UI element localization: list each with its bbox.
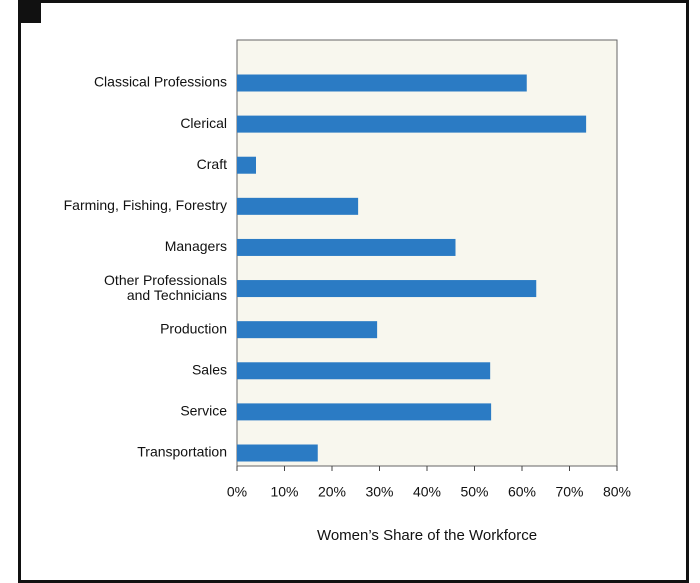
- y-tick-label: Transportation: [137, 444, 227, 460]
- bar: [237, 280, 537, 298]
- y-tick-label: Clerical: [180, 115, 227, 131]
- y-tick-label: Craft: [197, 156, 227, 172]
- y-tick-label: Classical Professions: [94, 74, 227, 90]
- x-tick-label: 80%: [603, 484, 631, 500]
- bar: [237, 156, 256, 174]
- bar: [237, 444, 318, 462]
- y-tick-label: Service: [180, 403, 227, 419]
- y-tick-label: Farming, Fishing, Forestry: [64, 197, 227, 213]
- bar: [237, 403, 492, 421]
- corner-mark: [18, 0, 41, 23]
- x-tick-label: 50%: [460, 484, 488, 500]
- bar: [237, 74, 527, 92]
- y-tick-label: Other Professionals and Technicians: [104, 272, 227, 303]
- x-tick-label: 20%: [318, 484, 346, 500]
- x-tick-label: 60%: [508, 484, 536, 500]
- bar: [237, 362, 491, 380]
- x-tick-label: 30%: [365, 484, 393, 500]
- x-tick-label: 70%: [555, 484, 583, 500]
- bar: [237, 197, 359, 215]
- x-tick-label: 40%: [413, 484, 441, 500]
- x-tick-label: 10%: [270, 484, 298, 500]
- y-tick-label: Production: [160, 320, 227, 336]
- x-tick-label: 0%: [227, 484, 247, 500]
- bar: [237, 115, 587, 133]
- bar: [237, 321, 378, 339]
- y-tick-label: Managers: [165, 238, 227, 254]
- x-axis-title: Women’s Share of the Workforce: [317, 527, 537, 544]
- y-tick-label: Sales: [192, 361, 227, 377]
- bar: [237, 238, 456, 256]
